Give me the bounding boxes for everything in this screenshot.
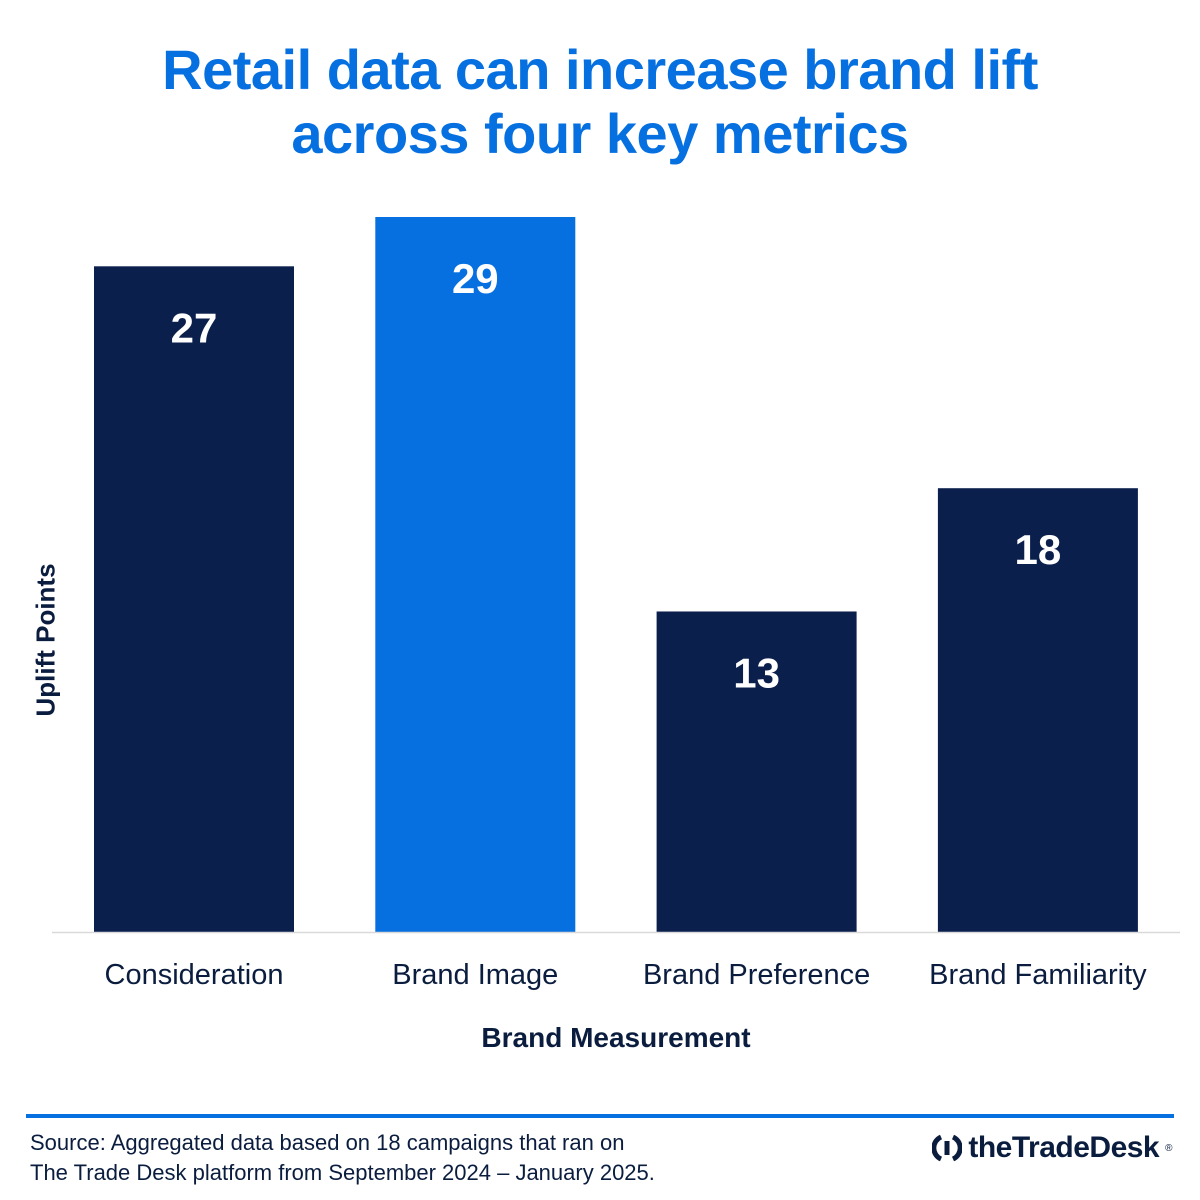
- chart-title: Retail data can increase brand lift acro…: [0, 38, 1200, 166]
- source-note: Source: Aggregated data based on 18 camp…: [30, 1128, 655, 1188]
- y-axis-label: Uplift Points: [30, 563, 61, 717]
- data-label: 27: [171, 304, 218, 351]
- data-label: 18: [1015, 526, 1062, 573]
- data-label: 13: [733, 649, 780, 696]
- x-tick-label: Brand Image: [392, 959, 558, 991]
- bar-brand-image: [375, 217, 576, 932]
- brand-logo: theTradeDesk ®: [932, 1131, 1172, 1165]
- trade-desk-logo-icon: [932, 1134, 963, 1162]
- bar-brand-familiarity: [937, 488, 1138, 932]
- data-label: 29: [452, 255, 499, 302]
- chart-title-line-2: across four key metrics: [291, 102, 909, 165]
- footer-divider: [26, 1114, 1174, 1118]
- bar-consideration: [94, 266, 294, 933]
- x-tick-label: Brand Preference: [643, 959, 870, 991]
- brand-logo-text: theTradeDesk: [968, 1131, 1160, 1164]
- x-axis-label: Brand Measurement: [481, 1022, 751, 1053]
- x-tick-label: Consideration: [105, 959, 284, 991]
- chart-title-line-1: Retail data can increase brand lift: [162, 38, 1038, 101]
- x-tick-label: Brand Familiarity: [929, 959, 1147, 991]
- registered-mark: ®: [1165, 1142, 1172, 1154]
- source-line-2: The Trade Desk platform from September 2…: [30, 1160, 655, 1185]
- bar-brand-preference: [656, 611, 857, 932]
- source-line-1: Source: Aggregated data based on 18 camp…: [30, 1130, 625, 1155]
- bar-chart: 27 Consideration 29 Brand Image 13 Brand Pref…: [52, 217, 1180, 991]
